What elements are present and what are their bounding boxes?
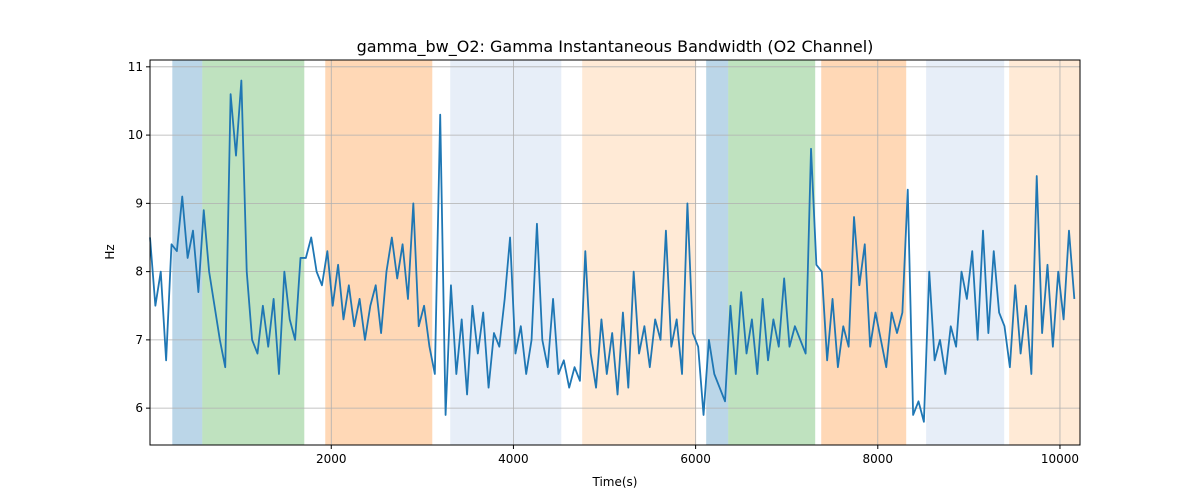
x-tick-label: 4000 [498,452,529,466]
shaded-span [1009,60,1080,445]
shaded-span [728,60,816,445]
grid [150,60,1080,445]
y-tick-label: 8 [135,265,143,279]
shaded-span [325,60,433,445]
x-tick-label: 8000 [863,452,894,466]
x-axis-label: Time(s) [592,475,638,489]
axes-frame [149,59,1081,446]
x-tick-label: 2000 [316,452,347,466]
chart-title: gamma_bw_O2: Gamma Instantaneous Bandwid… [357,37,874,57]
ticks: 2000 4000 6000 8000 10000 6 7 8 9 10 11 [128,60,1079,466]
y-tick-label: 9 [135,196,143,210]
y-tick-label: 6 [135,401,143,415]
shaded-span [582,60,697,445]
y-axis-label: Hz [103,244,117,259]
lines [149,79,1076,423]
y-tick-label: 7 [135,333,143,347]
spans [172,60,1080,445]
y-tick-label: 10 [128,128,143,142]
data-line [149,79,1076,423]
shaded-span [202,60,305,445]
x-tick-label: 10000 [1041,452,1079,466]
y-tick-label: 11 [128,60,143,74]
shaded-span [926,60,1005,445]
x-tick-label: 6000 [680,452,711,466]
shaded-span [706,60,729,445]
